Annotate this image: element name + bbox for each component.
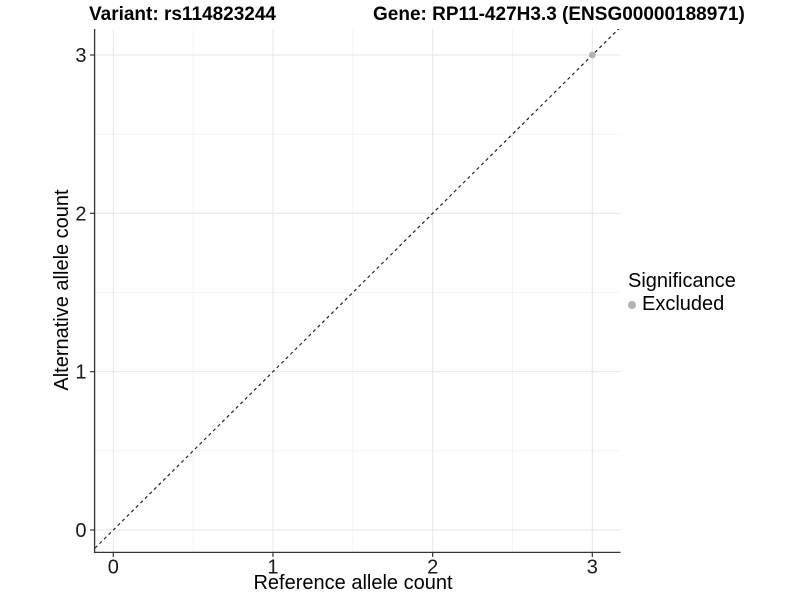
data-point-excluded	[588, 51, 596, 59]
y-tick-label: 3	[75, 45, 86, 67]
x-tick-label: 0	[108, 557, 119, 579]
tick-labels: 0 1 2 3 0 1 2 3	[75, 45, 597, 578]
gene-title: Gene: RP11-427H3.3 (ENSG00000188971)	[373, 4, 745, 25]
y-axis-title: Alternative allele count	[51, 189, 73, 391]
legend-item-label: Excluded	[642, 293, 725, 315]
grid-minor	[94, 29, 621, 553]
x-tick-label: 3	[587, 557, 598, 579]
variant-title: Variant: rs114823244	[89, 4, 276, 25]
grid-major	[94, 29, 621, 553]
legend-item-excluded: Excluded	[628, 293, 736, 316]
axis-lines	[93, 29, 621, 554]
y-tick-label: 1	[75, 362, 86, 384]
y-tick-label: 0	[75, 520, 86, 542]
tick-marks	[90, 54, 593, 557]
identity-line	[94, 29, 620, 550]
legend-title: Significance	[628, 270, 736, 292]
excluded-point-icon	[628, 300, 636, 309]
y-tick-label: 2	[75, 203, 86, 225]
x-axis-title: Reference allele count	[253, 572, 453, 594]
x-tick-label: 1	[267, 557, 278, 579]
legend: Significance Excluded	[628, 270, 736, 316]
x-tick-label: 2	[427, 557, 438, 579]
